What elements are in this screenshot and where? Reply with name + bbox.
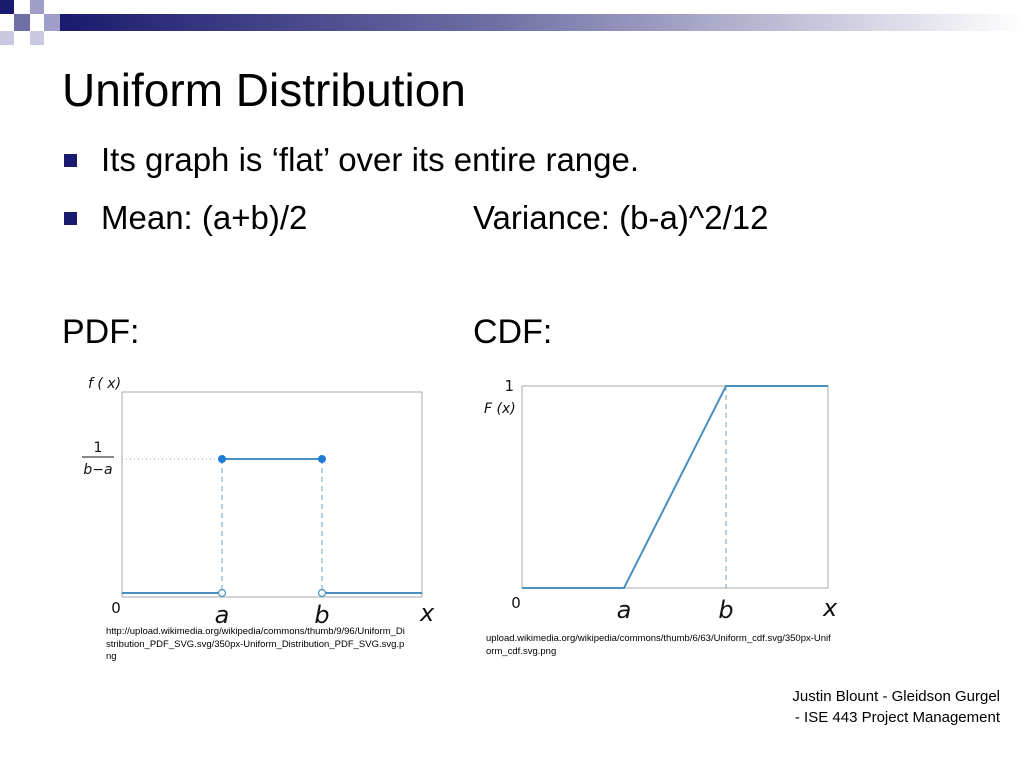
cdf-ylabel: F (x) xyxy=(484,401,516,417)
pdf-ytick-denominator: b−a xyxy=(83,462,112,478)
cdf-series-line xyxy=(522,385,828,589)
cdf-label: CDF: xyxy=(473,313,553,351)
bullet-square-icon xyxy=(64,154,77,167)
bullet-text: Its graph is ‘flat’ over its entire rang… xyxy=(101,141,640,178)
cdf-xlabel: x xyxy=(822,594,838,622)
pdf-chart: f ( x) 1 b−a 0 a b x xyxy=(82,376,435,629)
header-decoration xyxy=(0,0,1024,45)
bullet-square-icon xyxy=(64,212,77,225)
pdf-xlabel: x xyxy=(419,599,435,627)
pdf-open-point xyxy=(317,588,327,598)
pdf-open-point xyxy=(217,588,227,598)
pdf-xtick-label: b xyxy=(314,601,329,629)
pdf-plot-frame xyxy=(121,391,423,598)
pdf-xtick-label: a xyxy=(215,601,230,629)
pdf-ytick-numerator: 1 xyxy=(94,440,103,456)
cdf-source-caption: upload.wikimedia.org/wikipedia/commons/t… xyxy=(486,633,831,657)
pdf-xtick-label: 0 xyxy=(111,599,121,617)
pdf-ylabel: f ( x) xyxy=(88,376,121,392)
pdf-label: PDF: xyxy=(62,313,140,351)
cdf-xtick-label: 0 xyxy=(511,594,521,612)
variance-formula: Variance: (b-a)^2/12 xyxy=(473,199,769,236)
cdf-xtick-label: b xyxy=(718,596,733,624)
slide-title: Uniform Distribution xyxy=(62,64,466,116)
slide-footer: Justin Blount - Gleidson Gurgel - ISE 44… xyxy=(792,688,1000,726)
cdf-chart: F (x) 0 a b x 1 xyxy=(484,377,838,624)
cdf-ytick-label: 1 xyxy=(504,377,514,395)
pdf-source-caption: http://upload.wikimedia.org/wikipedia/co… xyxy=(106,626,405,662)
pdf-filled-point xyxy=(218,455,226,463)
bullet-text: Mean: (a+b)/2 xyxy=(101,199,308,236)
cdf-xtick-label: a xyxy=(617,596,632,624)
pdf-filled-point xyxy=(318,455,326,463)
cdf-plot-frame xyxy=(521,385,829,589)
